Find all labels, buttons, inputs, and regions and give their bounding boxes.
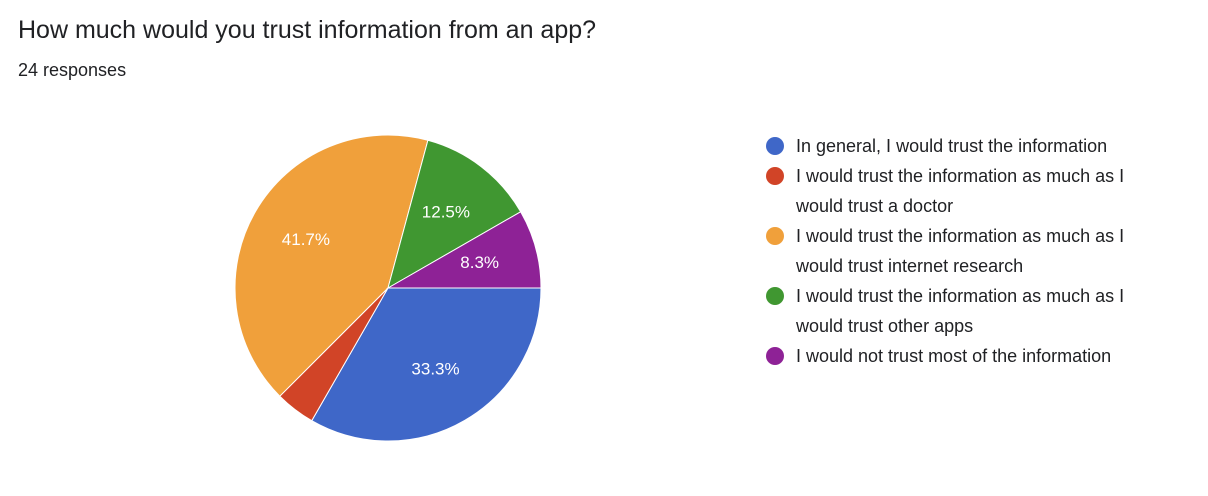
legend-swatch: [766, 347, 784, 365]
pie-slice: [234, 134, 429, 397]
pie-slice: [311, 287, 542, 442]
pie-slice: [387, 139, 522, 290]
slice-label: 8.3%: [460, 253, 499, 272]
legend-label: I would trust the information as much as…: [796, 226, 1125, 276]
pie-slice: [386, 211, 542, 289]
legend-item: In general, I would trust the informatio…: [766, 131, 1161, 161]
legend-label: I would trust the information as much as…: [796, 166, 1125, 216]
slice-label: 33.3%: [411, 360, 459, 379]
slice-label: 12.5%: [422, 202, 470, 221]
slice-label: 41.7%: [282, 230, 330, 249]
legend: In general, I would trust the informatio…: [766, 131, 1166, 371]
legend-swatch: [766, 167, 784, 185]
chart-subtitle: 24 responses: [18, 60, 127, 80]
legend-swatch: [766, 287, 784, 305]
legend-label: I would not trust most of the informatio…: [796, 346, 1112, 366]
legend-label: In general, I would trust the informatio…: [796, 136, 1108, 156]
legend-swatch: [766, 227, 784, 245]
legend-item: I would not trust most of the informatio…: [766, 341, 1161, 371]
legend-item: I would trust the information as much as…: [766, 281, 1161, 341]
legend-label: I would trust the information as much as…: [796, 286, 1125, 336]
legend-swatch: [766, 137, 784, 155]
legend-item: I would trust the information as much as…: [766, 161, 1161, 221]
chart-title: How much would you trust information fro…: [18, 16, 597, 44]
legend-item: I would trust the information as much as…: [766, 221, 1161, 281]
